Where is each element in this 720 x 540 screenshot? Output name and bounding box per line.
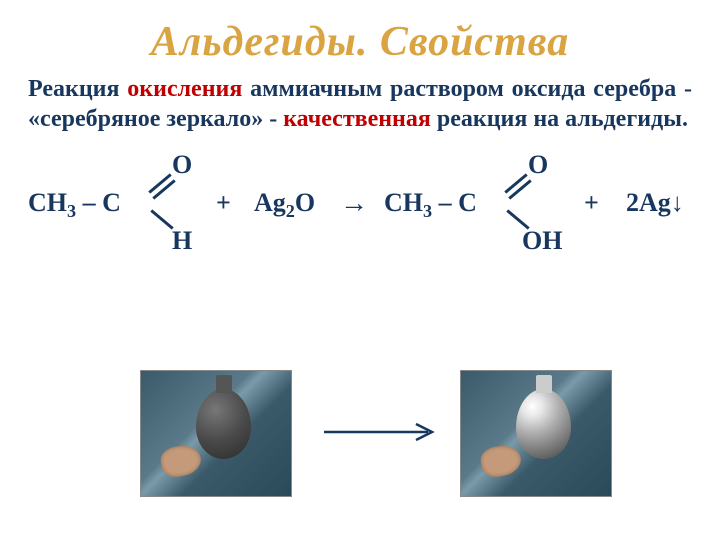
o-left: O	[172, 150, 192, 180]
flask-before-image	[140, 370, 292, 497]
hand-after	[479, 443, 524, 479]
flask-shiny	[516, 389, 571, 459]
slide-title: Альдегиды. Свойства	[28, 18, 692, 66]
o-right: O	[528, 150, 548, 180]
ag2o: Ag2O	[254, 188, 315, 218]
double-bond-2b	[508, 179, 531, 199]
subtitle-paragraph: Реакция окисления аммиачным раствором ок…	[28, 74, 692, 134]
flask-matte	[196, 389, 251, 459]
reaction-equation: CH3 – C O H + Ag2O → CH3 – C O OH + 2Ag↓	[28, 146, 692, 266]
subtitle-oxidation: окисления	[127, 76, 242, 102]
subtitle-qualitative: качественная	[283, 106, 431, 132]
2ag-down: 2Ag↓	[626, 188, 684, 218]
hand-before	[159, 443, 204, 479]
subtitle-pre: Реакция	[28, 76, 127, 102]
double-bond-1b	[152, 179, 175, 199]
plus-2: +	[584, 188, 599, 218]
slide: Альдегиды. Свойства Реакция окисления ам…	[0, 0, 720, 540]
ch3-right: CH3 – C	[384, 188, 477, 218]
image-row	[0, 370, 720, 520]
subtitle-post: реакция на альдегиды.	[431, 106, 688, 132]
h-left: H	[172, 226, 192, 256]
single-bond-h1	[150, 209, 173, 229]
reaction-arrow-glyph: →	[340, 188, 368, 220]
oh-right: OH	[522, 226, 562, 256]
process-arrow-icon	[320, 420, 440, 444]
plus-1: +	[216, 188, 231, 218]
ch3-left: CH3 – C	[28, 188, 121, 218]
flask-after-image	[460, 370, 612, 497]
